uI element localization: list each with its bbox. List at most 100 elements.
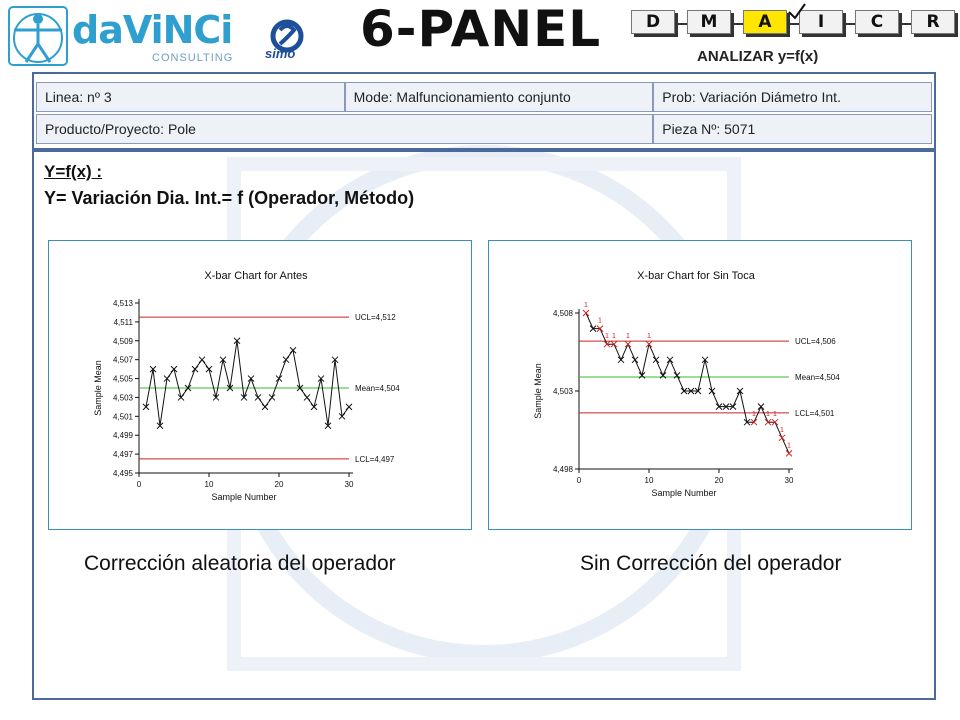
x-tick-label: 20 [275,480,284,489]
data-point [638,372,646,379]
y-tick-label: 4,497 [113,450,134,459]
data-point [310,403,318,411]
yf-description: Y= Variación Dia. Int.= f (Operador, Mét… [44,188,415,208]
page-title: 6-PANEL [360,0,602,58]
producto-field: Producto/Proyecto: Pole [36,114,654,144]
data-point-stroke [722,403,730,410]
chart-title: X-bar Chart for Sin Toca [637,270,756,282]
data-point-stroke [708,387,716,395]
y-tick-label: 4,501 [113,412,134,421]
point-flag-label: 1 [605,333,609,340]
y-tick-label: 4,503 [113,393,134,402]
pieza-field: Pieza Nº: 5071 [653,114,932,144]
dmaic-step-i[interactable]: I [799,10,843,34]
data-point-stroke [338,412,346,420]
data-point [596,325,604,332]
data-point [764,418,772,426]
data-point-stroke [589,325,597,332]
data-point-stroke [666,356,674,364]
data-point-stroke [638,372,646,379]
data-point [233,337,241,345]
data-point [722,403,730,410]
point-flag-label: 1 [780,427,784,434]
data-point [701,356,709,364]
data-point [226,384,234,392]
data-point-stroke [289,346,297,354]
data-point-stroke [743,418,751,426]
data-point [617,356,625,364]
data-point [324,422,332,430]
dmaic-roadmap: D M A I C R [631,3,955,40]
point-flag-label: 1 [647,333,651,340]
data-point [142,403,150,411]
data-point [289,346,297,354]
data-point [589,325,597,332]
panel-frame: Linea: nº 3 Mode: Malfuncionamiento conj… [32,72,936,700]
point-flag-label: 1 [598,318,602,325]
data-point-stroke [778,434,786,442]
dmaic-step-m[interactable]: M [687,10,731,34]
data-point [757,403,765,410]
series-line [585,312,790,454]
data-point-stroke [771,418,779,426]
data-point [771,418,779,426]
point-flag-label: 1 [773,411,777,418]
y-tick-label: 4,499 [113,431,134,440]
data-point [659,372,667,379]
caption-right: Sin Corrección del operador [580,552,842,575]
data-point-stroke [198,356,206,364]
point-flag-label: 1 [584,302,588,309]
simo-logo-icon [270,19,304,53]
phase-label: ANALIZAR y=f(x) [697,48,819,65]
data-point [610,340,618,348]
chart-title: X-bar Chart for Antes [204,270,308,282]
data-point [666,356,674,364]
data-point-stroke [184,384,192,392]
control-line-label: UCL=4,506 [795,337,836,346]
data-point-stroke [233,337,241,345]
control-line-label: UCL=4,512 [355,313,396,322]
point-flag-label: 1 [766,411,770,418]
data-point-stroke [673,372,681,379]
info-row-1: Linea: nº 3 Mode: Malfuncionamiento conj… [36,82,933,112]
chart-antes-panel: X-bar Chart for Antes 4,495 4,497 4,499 4,50… [48,240,472,530]
x-axis-label: Sample Number [651,488,716,498]
data-point-stroke [212,394,220,401]
logo-subtitle: CONSULTING [152,52,234,64]
data-point-stroke [729,403,737,410]
yf-heading: Y=f(x) : [44,162,103,181]
data-point-stroke [624,340,632,348]
x-tick-label: 30 [785,476,794,485]
y-tick-label: 4,509 [113,337,134,346]
y-tick-label: 4,503 [553,387,574,396]
point-flag-label: 1 [626,333,630,340]
davinci-logo: daViNCi CONSULTING [8,6,248,66]
data-point [191,365,199,373]
data-point [275,375,283,382]
data-point-stroke [785,450,793,457]
dmaic-step-c[interactable]: C [855,10,899,34]
data-point [645,340,653,348]
mode-field: Mode: Malfuncionamiento conjunto [344,82,654,112]
checkmark-icon [788,3,806,20]
data-point [163,375,171,382]
data-point-stroke [205,365,213,373]
y-tick-label: 4,507 [113,356,134,365]
data-point-stroke [310,403,318,411]
data-point [778,434,786,442]
data-point [205,365,213,373]
dmaic-step-d[interactable]: D [631,10,675,34]
control-line-label: Mean=4,504 [355,384,400,393]
x-tick-label: 30 [345,480,354,489]
point-flag-label: 1 [612,333,616,340]
dmaic-step-a[interactable]: A [743,10,787,34]
data-point [694,387,702,395]
data-point-stroke [582,309,590,317]
data-point-stroke [226,384,234,392]
data-point [184,384,192,392]
dmaic-step-r[interactable]: R [911,10,955,34]
data-point [785,450,793,457]
data-point-stroke [275,375,283,382]
data-point-stroke [603,340,611,348]
data-point-stroke [715,403,723,410]
